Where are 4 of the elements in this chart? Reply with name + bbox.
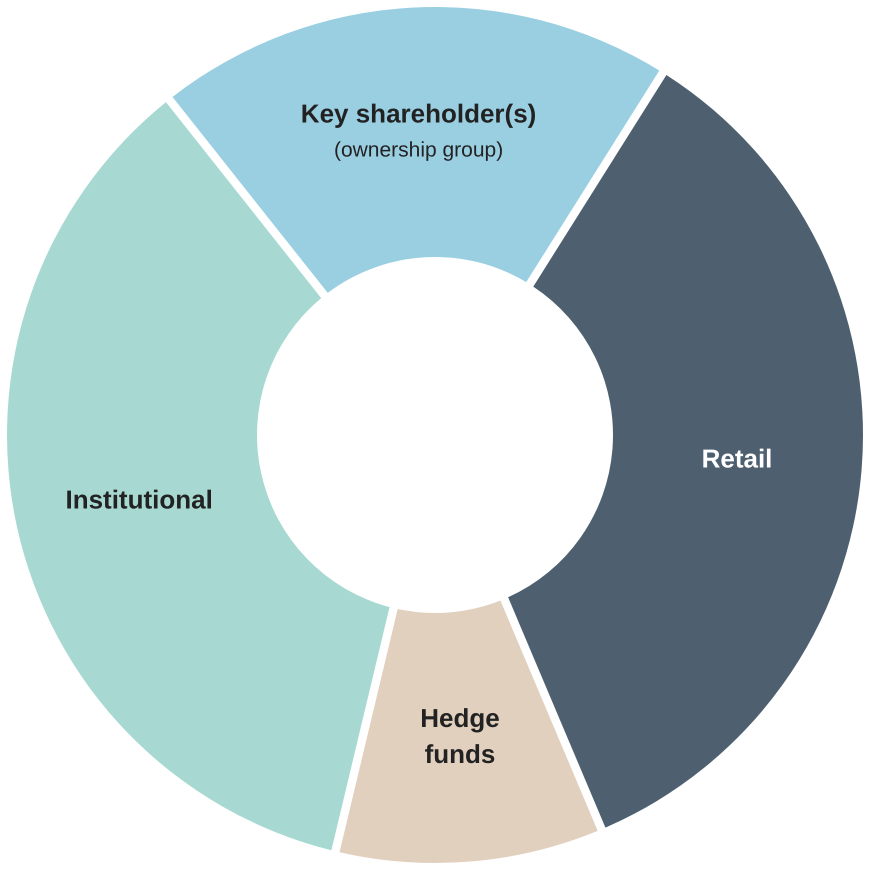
category-label: Key shareholder(s) (ownership group) [300, 98, 536, 162]
slice-label: Retail [702, 443, 772, 474]
slice-label: Institutional [65, 484, 213, 514]
slice-label: Hedge funds [420, 702, 500, 769]
